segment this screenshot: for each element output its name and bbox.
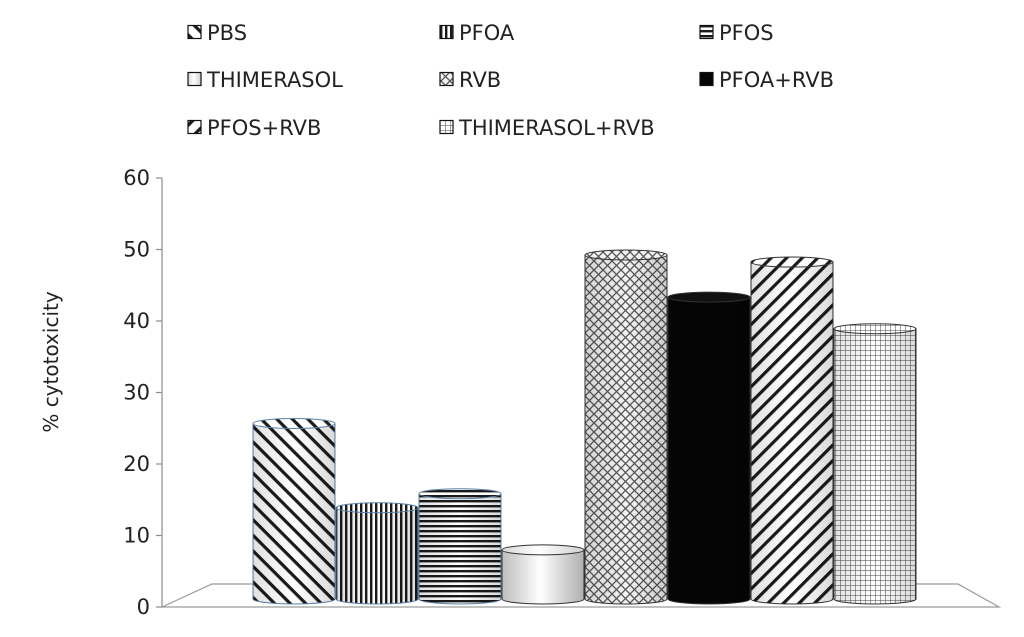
- legend-item: THIMERASOL+RVB: [439, 116, 655, 140]
- legend-swatch: [187, 71, 202, 87]
- legend-label: THIMERASOL+RVB: [458, 116, 655, 140]
- legend-label: PFOA+RVB: [719, 68, 834, 92]
- bars: [252, 249, 917, 605]
- legend: PBS PFOA PFOS THIMERASOL RVB PFOA+RVB PFOS+RVB…: [187, 21, 834, 140]
- legend-label: RVB: [459, 68, 501, 92]
- y-tick-label: 10: [123, 524, 150, 548]
- bar-rvb: [584, 249, 668, 605]
- legend-label: PFOS: [719, 21, 774, 45]
- legend-swatch: [699, 24, 714, 40]
- legend-swatch: [187, 119, 202, 135]
- legend-item: PFOA: [439, 21, 515, 45]
- bar-pbs: [252, 418, 336, 605]
- y-tick-label: 50: [123, 238, 150, 262]
- bar-thimerasol-plus-rvb: [833, 323, 917, 605]
- bar-pfos: [418, 488, 502, 605]
- legend-swatch: [699, 71, 714, 87]
- bar-pfos-plus-rvb: [750, 256, 834, 605]
- legend-swatch: [439, 71, 454, 87]
- legend-item: RVB: [439, 68, 501, 92]
- legend-swatch: [439, 24, 454, 40]
- bar-pfoa: [335, 502, 419, 605]
- bar-pfoa-plus-rvb: [667, 291, 751, 605]
- legend-swatch: [439, 119, 454, 135]
- legend-item: THIMERASOL: [187, 68, 343, 92]
- y-tick-label: 20: [123, 452, 150, 476]
- y-tick-label: 0: [137, 595, 150, 619]
- legend-swatch: [187, 24, 202, 40]
- legend-item: PFOS: [699, 21, 774, 45]
- y-axis: 0 10 20 30 40 50 60 % cytotoxicity: [39, 166, 163, 619]
- legend-label: PBS: [207, 21, 247, 45]
- y-tick-label: 30: [123, 381, 150, 405]
- legend-label: PFOS+RVB: [207, 116, 321, 140]
- legend-item: PFOS+RVB: [187, 116, 321, 140]
- y-tick-label: 60: [123, 166, 150, 190]
- bar-thimerasol: [501, 544, 585, 605]
- y-tick-label: 40: [123, 309, 150, 333]
- y-axis-label: % cytotoxicity: [39, 291, 63, 433]
- legend-label: THIMERASOL: [206, 68, 343, 92]
- legend-label: PFOA: [459, 21, 515, 45]
- legend-item: PFOA+RVB: [699, 68, 834, 92]
- legend-item: PBS: [187, 21, 247, 45]
